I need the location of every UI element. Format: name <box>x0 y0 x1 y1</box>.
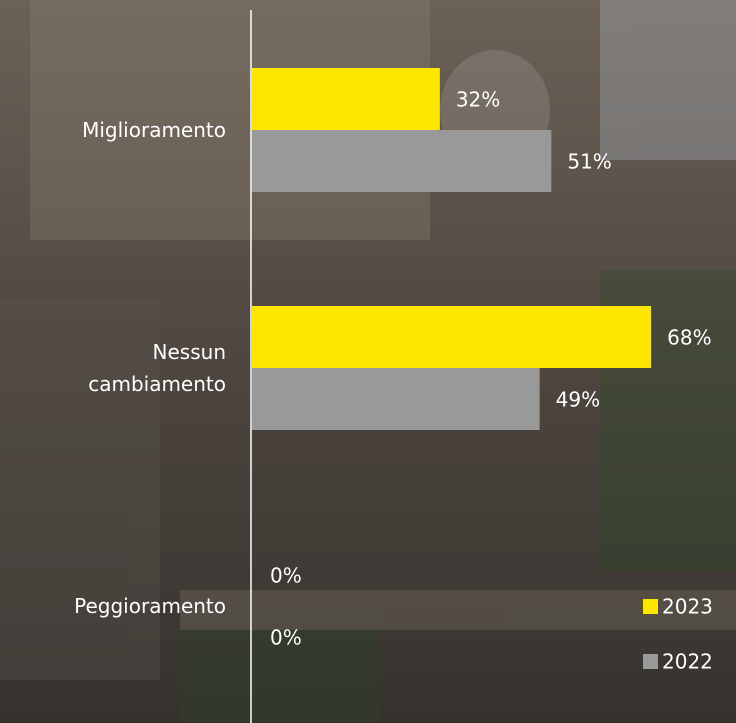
value-label: 0% <box>270 564 302 588</box>
category-label-box: Peggioramento <box>26 544 226 668</box>
value-label: 49% <box>556 388 600 412</box>
category-label: Peggioramento <box>26 590 226 622</box>
page: 32% 51% Miglioramento 68% 49% Nessun cambiame… <box>0 0 736 723</box>
category-label-wrap: Nessun cambiamento <box>26 306 226 430</box>
bar <box>252 368 540 430</box>
value-label: 51% <box>567 150 611 174</box>
category-label-wrap: Peggioramento <box>26 544 226 668</box>
bar <box>252 68 440 130</box>
legend-label: 2022 <box>662 650 713 674</box>
value-label: 0% <box>270 626 302 650</box>
bar <box>252 306 651 368</box>
bar <box>252 130 551 192</box>
category-label-box: Nessun cambiamento <box>26 306 226 430</box>
legend-swatch <box>643 599 658 614</box>
category-label-box: Miglioramento <box>26 68 226 192</box>
category-label-wrap: Miglioramento <box>26 68 226 192</box>
chart: 32% 51% Miglioramento 68% 49% Nessun cambiame… <box>0 0 736 723</box>
category-label: Nessun cambiamento <box>26 336 226 400</box>
legend-label: 2023 <box>662 595 713 619</box>
legend-swatch <box>643 654 658 669</box>
value-label: 68% <box>667 326 711 350</box>
value-label: 32% <box>456 88 500 112</box>
category-label: Miglioramento <box>26 114 226 146</box>
